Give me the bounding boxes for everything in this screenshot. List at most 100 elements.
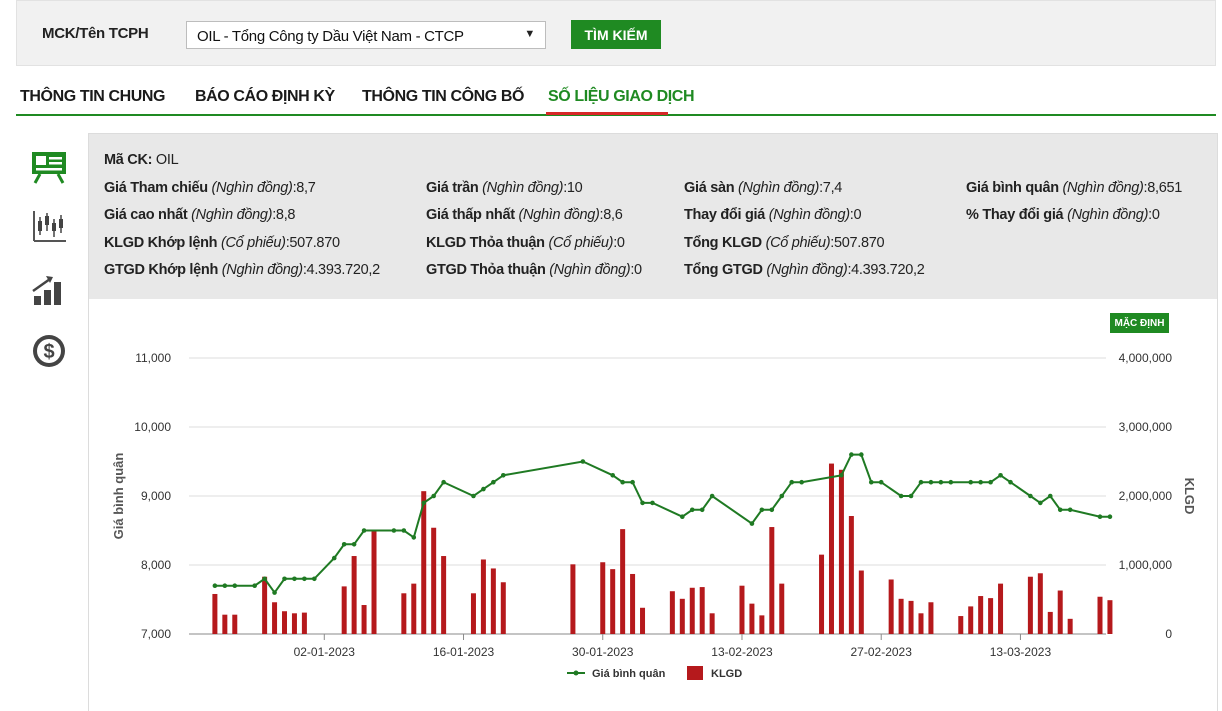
volume-bar [361, 605, 367, 634]
x-tick-label: 16-01-2023 [433, 645, 495, 659]
search-button[interactable]: TÌM KIẾM [571, 20, 661, 49]
tab-periodic-reports[interactable]: BÁO CÁO ĐỊNH KỲ [195, 88, 335, 105]
info-ref-price: Giá Tham chiếu (Nghìn đồng):8,7 [104, 180, 316, 196]
legend-label: KLGD [711, 668, 742, 680]
volume-bar [838, 469, 844, 634]
volume-bar [341, 586, 347, 634]
volume-bar [640, 607, 646, 634]
info-low-price: Giá thấp nhất (Nghìn đồng):8,6 [426, 207, 623, 223]
volume-bar [769, 527, 775, 634]
tab-trading-data[interactable]: SỐ LIỆU GIAO DỊCH [548, 88, 695, 105]
volume-bar [828, 463, 834, 634]
avg-price-point [680, 514, 685, 519]
avg-price-point [868, 479, 874, 485]
volume-bar [620, 529, 626, 634]
y-left-tick-label: 7,000 [141, 627, 171, 641]
volume-bar [1097, 596, 1103, 634]
avg-price-point [988, 479, 993, 485]
volume-bar [262, 576, 268, 634]
volume-bar [222, 614, 228, 634]
volume-bar [1037, 573, 1043, 634]
volume-bar [282, 611, 288, 634]
volume-bar [749, 603, 755, 634]
avg-price-point [1047, 493, 1053, 499]
volume-bar [1067, 618, 1073, 634]
volume-bar [958, 616, 964, 634]
reset-zoom-button[interactable]: MẶC ĐỊNH [1110, 313, 1169, 333]
y-left-tick-label: 11,000 [135, 351, 171, 365]
x-tick-label: 02-01-2023 [294, 645, 356, 659]
info-ceiling-price: Giá trần (Nghìn đồng):10 [426, 180, 583, 196]
volume-bar [739, 585, 745, 634]
avg-price-point [769, 507, 775, 513]
avg-price-point [878, 479, 884, 485]
dollar-circle-icon[interactable]: $ [30, 332, 68, 370]
bar-growth-chart-icon[interactable] [30, 270, 68, 308]
avg-price-point [779, 493, 785, 499]
volume-bar [441, 556, 447, 634]
x-tick-label: 30-01-2023 [572, 645, 634, 659]
tab-disclosures[interactable]: THÔNG TIN CÔNG BỐ [362, 88, 525, 105]
avg-price-point [1028, 493, 1033, 499]
avg-price-point [361, 528, 367, 533]
legend-line-marker [573, 670, 579, 676]
volume-bar [1027, 576, 1033, 634]
volume-bar [411, 583, 417, 634]
avg-price-point [978, 479, 983, 485]
avg-price-point [928, 479, 934, 485]
info-avg-price: Giá bình quân (Nghìn đồng):8,651 [966, 180, 1183, 196]
volume-bar [888, 579, 894, 634]
volume-bar [630, 573, 636, 634]
presentation-board-icon[interactable] [30, 148, 68, 186]
avg-price-point [699, 507, 705, 513]
volume-bar [431, 527, 437, 634]
avg-price-point [252, 583, 257, 588]
avg-price-point [481, 486, 486, 492]
avg-price-point [222, 583, 228, 588]
avg-price-point [610, 473, 615, 478]
avg-price-point [391, 528, 397, 533]
info-floor-price: Giá sàn (Nghìn đồng):7,4 [684, 180, 843, 196]
y-left-axis-title: Giá bình quân [111, 453, 126, 540]
volume-bar [779, 583, 785, 634]
avg-price-point [908, 493, 914, 499]
candlestick-chart-icon[interactable] [30, 207, 68, 245]
info-gtgd-negotiated: GTGD Thỏa thuận (Nghìn đồng):0 [426, 262, 642, 278]
volume-bar [928, 602, 934, 634]
search-label: MCK/Tên TCPH [42, 25, 149, 42]
volume-bar [988, 598, 994, 634]
avg-price-point [282, 576, 287, 582]
avg-price-point [1057, 507, 1063, 513]
info-high-price: Giá cao nhất (Nghìn đồng):8,8 [104, 207, 296, 223]
avg-price-point [351, 542, 357, 547]
y-left-tick-label: 10,000 [134, 420, 171, 434]
volume-bar [480, 559, 486, 634]
volume-bar [898, 598, 904, 634]
volume-bar [998, 583, 1004, 634]
info-klgd-negotiated: KLGD Thỏa thuận (Cổ phiếu):0 [426, 235, 625, 251]
avg-price-point [312, 576, 317, 582]
volume-bar [371, 530, 377, 634]
avg-price-point [789, 479, 795, 485]
volume-bar [291, 613, 297, 634]
avg-price-point [839, 473, 844, 478]
volume-bar [212, 593, 218, 634]
info-price-change-pct: % Thay đổi giá (Nghìn đồng):0 [966, 207, 1160, 223]
volume-bar [490, 568, 496, 634]
tab-general-info[interactable]: THÔNG TIN CHUNG [20, 88, 166, 105]
volume-bar [301, 612, 307, 634]
volume-bar [610, 569, 616, 634]
volume-bar [908, 600, 914, 634]
volume-bar [759, 615, 765, 634]
avg-price-point [630, 479, 635, 485]
stock-select[interactable]: OIL - Tổng Công ty Dầu Việt Nam - CTCP ▼ [186, 21, 546, 49]
volume-bar [679, 598, 685, 634]
volume-bar [500, 582, 506, 634]
avg-price-point [1067, 507, 1073, 513]
volume-bar [858, 570, 864, 634]
avg-price-point [859, 452, 864, 457]
volume-bar [421, 491, 427, 634]
price-volume-chart: MẶC ĐỊNH 11,000 10,000 9,000 8,000 7,000 4,00… [89, 299, 1217, 711]
volume-bar [819, 554, 825, 634]
avg-price-point [580, 459, 586, 464]
